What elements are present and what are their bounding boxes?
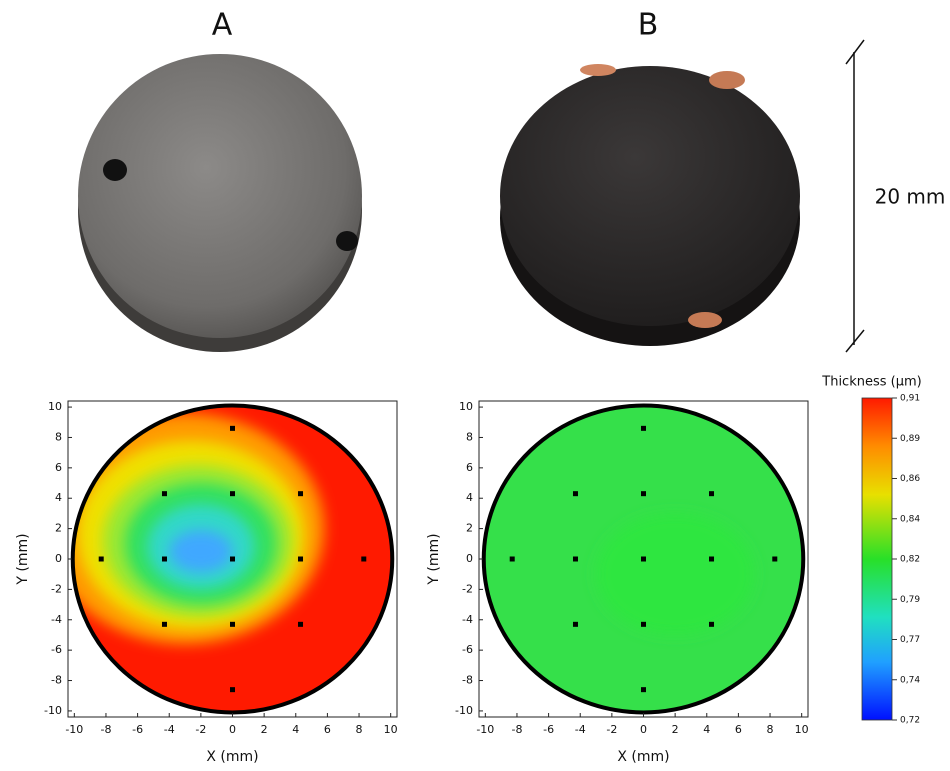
colorbar-tick-label: 0,86 — [900, 474, 920, 484]
measurement-point — [230, 426, 235, 431]
x-tick-label: -2 — [606, 723, 617, 736]
scale-label: 20 mm — [875, 185, 946, 209]
x-axis-label: X (mm) — [617, 749, 669, 765]
x-tick-label: -10 — [476, 723, 494, 736]
y-tick-label: 0 — [466, 552, 473, 565]
x-tick-label: 4 — [292, 723, 299, 736]
measurement-point — [709, 557, 714, 562]
panel-label: B — [638, 8, 659, 43]
measurement-point — [162, 557, 167, 562]
measurement-point — [573, 622, 578, 627]
colorbar-tick-label: 0,74 — [900, 675, 920, 685]
measurement-point — [510, 557, 515, 562]
y-tick-label: -4 — [51, 613, 62, 626]
measurement-point — [573, 491, 578, 496]
y-axis-label: Y (mm) — [15, 533, 31, 585]
x-tick-label: 8 — [767, 723, 774, 736]
x-tick-label: -8 — [100, 723, 111, 736]
measurement-point — [772, 557, 777, 562]
colorbar-tick-label: 0,79 — [900, 595, 920, 605]
scale-bar — [846, 40, 864, 352]
y-tick-label: 6 — [55, 461, 62, 474]
x-tick-label: -8 — [511, 723, 522, 736]
x-tick-label: -4 — [164, 723, 175, 736]
y-tick-label: 8 — [55, 430, 62, 443]
measurement-point — [99, 557, 104, 562]
y-tick-label: -2 — [462, 582, 473, 595]
measurement-point — [230, 491, 235, 496]
colorbar-tick-label: 0,77 — [900, 635, 920, 645]
x-tick-label: 10 — [384, 723, 398, 736]
y-tick-label: -10 — [44, 704, 62, 717]
measurement-point — [162, 491, 167, 496]
y-tick-label: -6 — [51, 643, 62, 656]
y-tick-label: 6 — [466, 461, 473, 474]
measurement-point — [230, 557, 235, 562]
x-tick-label: 8 — [356, 723, 363, 736]
colorbar-tick-label: 0,82 — [900, 555, 920, 565]
measurement-point — [230, 622, 235, 627]
y-tick-label: 4 — [466, 491, 473, 504]
y-tick-label: 10 — [459, 400, 473, 413]
x-tick-label: -6 — [543, 723, 554, 736]
measurement-point — [230, 687, 235, 692]
colorbar-tick-label: 0,72 — [900, 716, 920, 726]
measurement-point — [641, 426, 646, 431]
figure: A B 20 mm Thickness (μm) -10 -8 -6 -4 -2 0 2 4 6… — [0, 0, 950, 771]
colorbar-tick-label: 0,91 — [900, 394, 920, 404]
y-tick-label: -4 — [462, 613, 473, 626]
measurement-point — [298, 491, 303, 496]
y-tick-label: -2 — [51, 582, 62, 595]
y-tick-label: 2 — [55, 522, 62, 535]
y-tick-label: 8 — [466, 430, 473, 443]
contour-region — [169, 530, 232, 573]
x-axis-label: X (mm) — [206, 749, 258, 765]
y-tick-label: -8 — [462, 674, 473, 687]
colorbar-tick-label: 0,89 — [900, 434, 920, 444]
measurement-point — [641, 622, 646, 627]
photo-b — [500, 64, 800, 346]
y-axis-label: Y (mm) — [426, 533, 442, 585]
y-tick-label: 10 — [48, 400, 62, 413]
y-tick-label: 4 — [55, 491, 62, 504]
x-tick-label: -2 — [195, 723, 206, 736]
y-tick-label: -6 — [462, 643, 473, 656]
panel-label: A — [212, 8, 233, 43]
x-tick-label: 10 — [795, 723, 809, 736]
x-tick-label: 6 — [324, 723, 331, 736]
contour-region — [596, 513, 754, 635]
measurement-point — [641, 557, 646, 562]
measurement-point — [298, 622, 303, 627]
x-tick-label: -10 — [65, 723, 83, 736]
measurement-point — [709, 491, 714, 496]
x-tick-label: 0 — [640, 723, 647, 736]
measurement-point — [641, 491, 646, 496]
x-tick-label: 0 — [229, 723, 236, 736]
x-tick-label: -6 — [132, 723, 143, 736]
x-tick-label: 2 — [261, 723, 268, 736]
colorbar-title: Thickness (μm) — [821, 375, 921, 390]
colorbar — [862, 398, 892, 720]
measurement-point — [298, 557, 303, 562]
x-tick-label: -4 — [575, 723, 586, 736]
measurement-point — [162, 622, 167, 627]
x-tick-label: 6 — [735, 723, 742, 736]
measurement-point — [573, 557, 578, 562]
measurement-point — [641, 687, 646, 692]
y-tick-label: -10 — [455, 704, 473, 717]
y-tick-label: 0 — [55, 552, 62, 565]
x-tick-label: 2 — [672, 723, 679, 736]
y-tick-label: 2 — [466, 522, 473, 535]
measurement-point — [361, 557, 366, 562]
colorbar-tick-label: 0,84 — [900, 514, 920, 524]
measurement-point — [709, 622, 714, 627]
y-tick-label: -8 — [51, 674, 62, 687]
x-tick-label: 4 — [703, 723, 710, 736]
photo-a — [78, 54, 362, 352]
